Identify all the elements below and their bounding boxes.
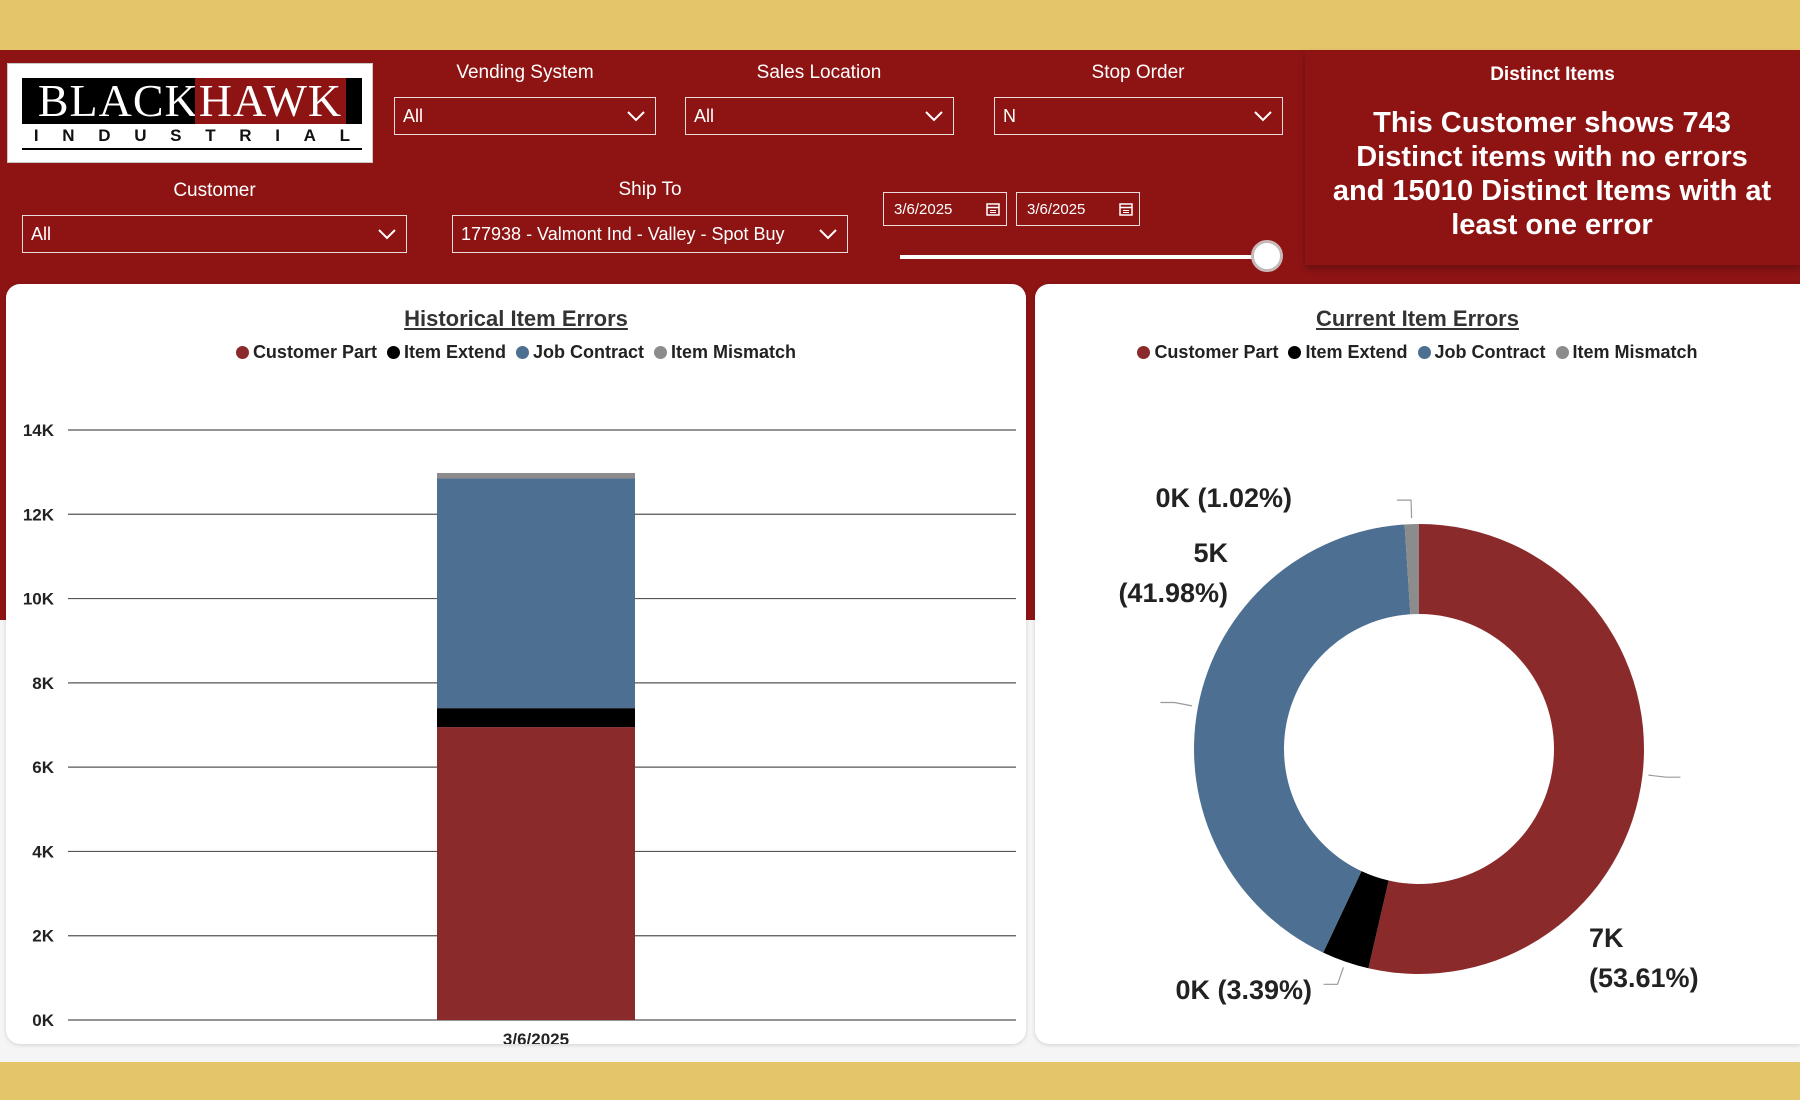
donut-slice[interactable] bbox=[1368, 524, 1644, 974]
bottom-frame bbox=[0, 1062, 1800, 1100]
y-tick-label: 12K bbox=[23, 505, 55, 524]
y-tick-label: 4K bbox=[32, 842, 54, 861]
current-chart-title: Current Item Errors bbox=[1316, 306, 1519, 331]
legend-label: Item Extend bbox=[403, 342, 506, 362]
legend-marker bbox=[386, 346, 400, 359]
chevron-down-icon bbox=[915, 97, 953, 135]
current-donut-chart: 7K (53.61%) 0K (3.39%) 5K (41.98%) 0K (1.02%) bbox=[1118, 483, 1699, 1005]
start-date-value: 3/6/2025 bbox=[894, 200, 953, 218]
legend-item[interactable]: Item Extend bbox=[1288, 342, 1408, 363]
legend-item[interactable]: Item Mismatch bbox=[1555, 342, 1698, 363]
vending-system-dropdown[interactable]: All bbox=[394, 97, 656, 135]
donut-slice[interactable] bbox=[1404, 524, 1419, 615]
bar-segment[interactable] bbox=[437, 708, 635, 728]
slice-data-label: 7K bbox=[1589, 923, 1624, 953]
historical-legend: Customer Part Item Extend Job Contract Item… bbox=[6, 342, 1026, 363]
legend-marker bbox=[654, 346, 668, 359]
customer-dropdown[interactable]: All bbox=[22, 215, 407, 253]
legend-item[interactable]: Item Mismatch bbox=[654, 342, 796, 363]
legend-item[interactable]: Job Contract bbox=[516, 342, 644, 363]
sales-location-dropdown[interactable]: All bbox=[685, 97, 954, 135]
customer-value: All bbox=[31, 223, 52, 244]
legend-label: Item Mismatch bbox=[671, 342, 797, 362]
slice-data-label: 0K (1.02%) bbox=[1155, 483, 1292, 513]
chevron-down-icon bbox=[809, 215, 847, 253]
date-slider-handle[interactable] bbox=[1251, 240, 1283, 272]
slice-data-label: (41.98%) bbox=[1118, 578, 1228, 608]
legend-item[interactable]: Item Extend bbox=[386, 342, 506, 363]
vending-system-label: Vending System bbox=[456, 62, 594, 83]
current-errors-panel: Current Item Errors Customer Part Item Ex… bbox=[1035, 284, 1800, 1044]
y-tick-label: 14K bbox=[23, 421, 55, 440]
legend-marker bbox=[1555, 346, 1569, 359]
legend-marker bbox=[1417, 346, 1431, 359]
legend-label: Item Mismatch bbox=[1572, 342, 1698, 362]
logo-word-black: BLACK bbox=[37, 75, 199, 126]
date-slider-track[interactable] bbox=[900, 255, 1268, 259]
bar-segment[interactable] bbox=[437, 472, 635, 479]
top-frame bbox=[0, 0, 1800, 50]
stop-order-label: Stop Order bbox=[1091, 62, 1185, 83]
ship-to-value: 177938 - Valmont Ind - Valley - Spot Buy bbox=[461, 223, 785, 244]
leader-line bbox=[1160, 701, 1193, 707]
customer-label: Customer bbox=[173, 180, 256, 201]
leader-line bbox=[1397, 499, 1413, 519]
y-tick-label: 2K bbox=[32, 927, 54, 946]
sales-location-label: Sales Location bbox=[756, 62, 882, 83]
end-date-input[interactable]: 3/6/2025 bbox=[1016, 192, 1140, 226]
vending-system-value: All bbox=[403, 105, 424, 126]
legend-label: Customer Part bbox=[1154, 342, 1279, 362]
legend-label: Customer Part bbox=[252, 342, 377, 362]
chevron-down-icon bbox=[617, 97, 655, 135]
sales-location-value: All bbox=[694, 105, 715, 126]
historical-errors-panel: Historical Item Errors Customer Part Item… bbox=[6, 284, 1026, 1044]
legend-marker bbox=[1288, 346, 1302, 359]
legend-item[interactable]: Job Contract bbox=[1417, 342, 1546, 363]
chevron-down-icon bbox=[1244, 97, 1282, 135]
donut-slice[interactable] bbox=[1323, 871, 1389, 969]
y-tick-label: 0K bbox=[32, 1011, 54, 1030]
legend-marker bbox=[235, 346, 249, 359]
end-date-value: 3/6/2025 bbox=[1027, 200, 1086, 218]
leader-line bbox=[1323, 967, 1344, 985]
y-tick-label: 6K bbox=[32, 758, 54, 777]
ship-to-dropdown[interactable]: 177938 - Valmont Ind - Valley - Spot Buy bbox=[452, 215, 848, 253]
stop-order-value: N bbox=[1003, 105, 1016, 126]
historical-bar-chart: 0K 2K 4K 6K 8K 10K 12K 14K 3/6/2025 bbox=[23, 421, 1016, 1044]
distinct-items-message: This Customer shows 743 Distinct items w… bbox=[1332, 107, 1772, 241]
distinct-items-title: Distinct Items bbox=[1490, 64, 1615, 85]
slice-data-label: 0K (3.39%) bbox=[1175, 975, 1312, 1005]
ship-to-label: Ship To bbox=[618, 179, 682, 200]
calendar-icon[interactable] bbox=[1113, 192, 1139, 226]
distinct-items-card: Distinct Items This Customer shows 743 D… bbox=[1305, 50, 1800, 265]
legend-item[interactable]: Customer Part bbox=[1137, 342, 1278, 363]
historical-chart-title: Historical Item Errors bbox=[404, 306, 628, 331]
leader-line bbox=[1648, 774, 1681, 778]
chevron-down-icon bbox=[368, 215, 406, 253]
legend-label: Job Contract bbox=[1434, 342, 1546, 362]
legend-item[interactable]: Customer Part bbox=[235, 342, 377, 363]
slice-data-label: (53.61%) bbox=[1589, 963, 1699, 993]
legend-marker bbox=[1137, 346, 1151, 359]
legend-label: Job Contract bbox=[533, 342, 645, 362]
donut-slice[interactable] bbox=[1194, 524, 1411, 953]
slice-data-label: 5K bbox=[1193, 538, 1228, 568]
current-legend: Customer Part Item Extend Job Contract Item… bbox=[1035, 342, 1800, 363]
legend-label: Item Extend bbox=[1305, 342, 1408, 362]
y-tick-label: 10K bbox=[23, 590, 55, 609]
y-tick-label: 8K bbox=[32, 674, 54, 693]
logo-word-hawk: HAWK bbox=[194, 78, 347, 124]
bar-segment[interactable] bbox=[437, 478, 635, 709]
stop-order-dropdown[interactable]: N bbox=[994, 97, 1283, 135]
start-date-input[interactable]: 3/6/2025 bbox=[883, 192, 1007, 226]
bar-segment[interactable] bbox=[437, 727, 635, 1020]
legend-marker bbox=[516, 346, 529, 359]
x-tick-label: 3/6/2025 bbox=[503, 1030, 569, 1044]
calendar-icon[interactable] bbox=[980, 192, 1006, 226]
